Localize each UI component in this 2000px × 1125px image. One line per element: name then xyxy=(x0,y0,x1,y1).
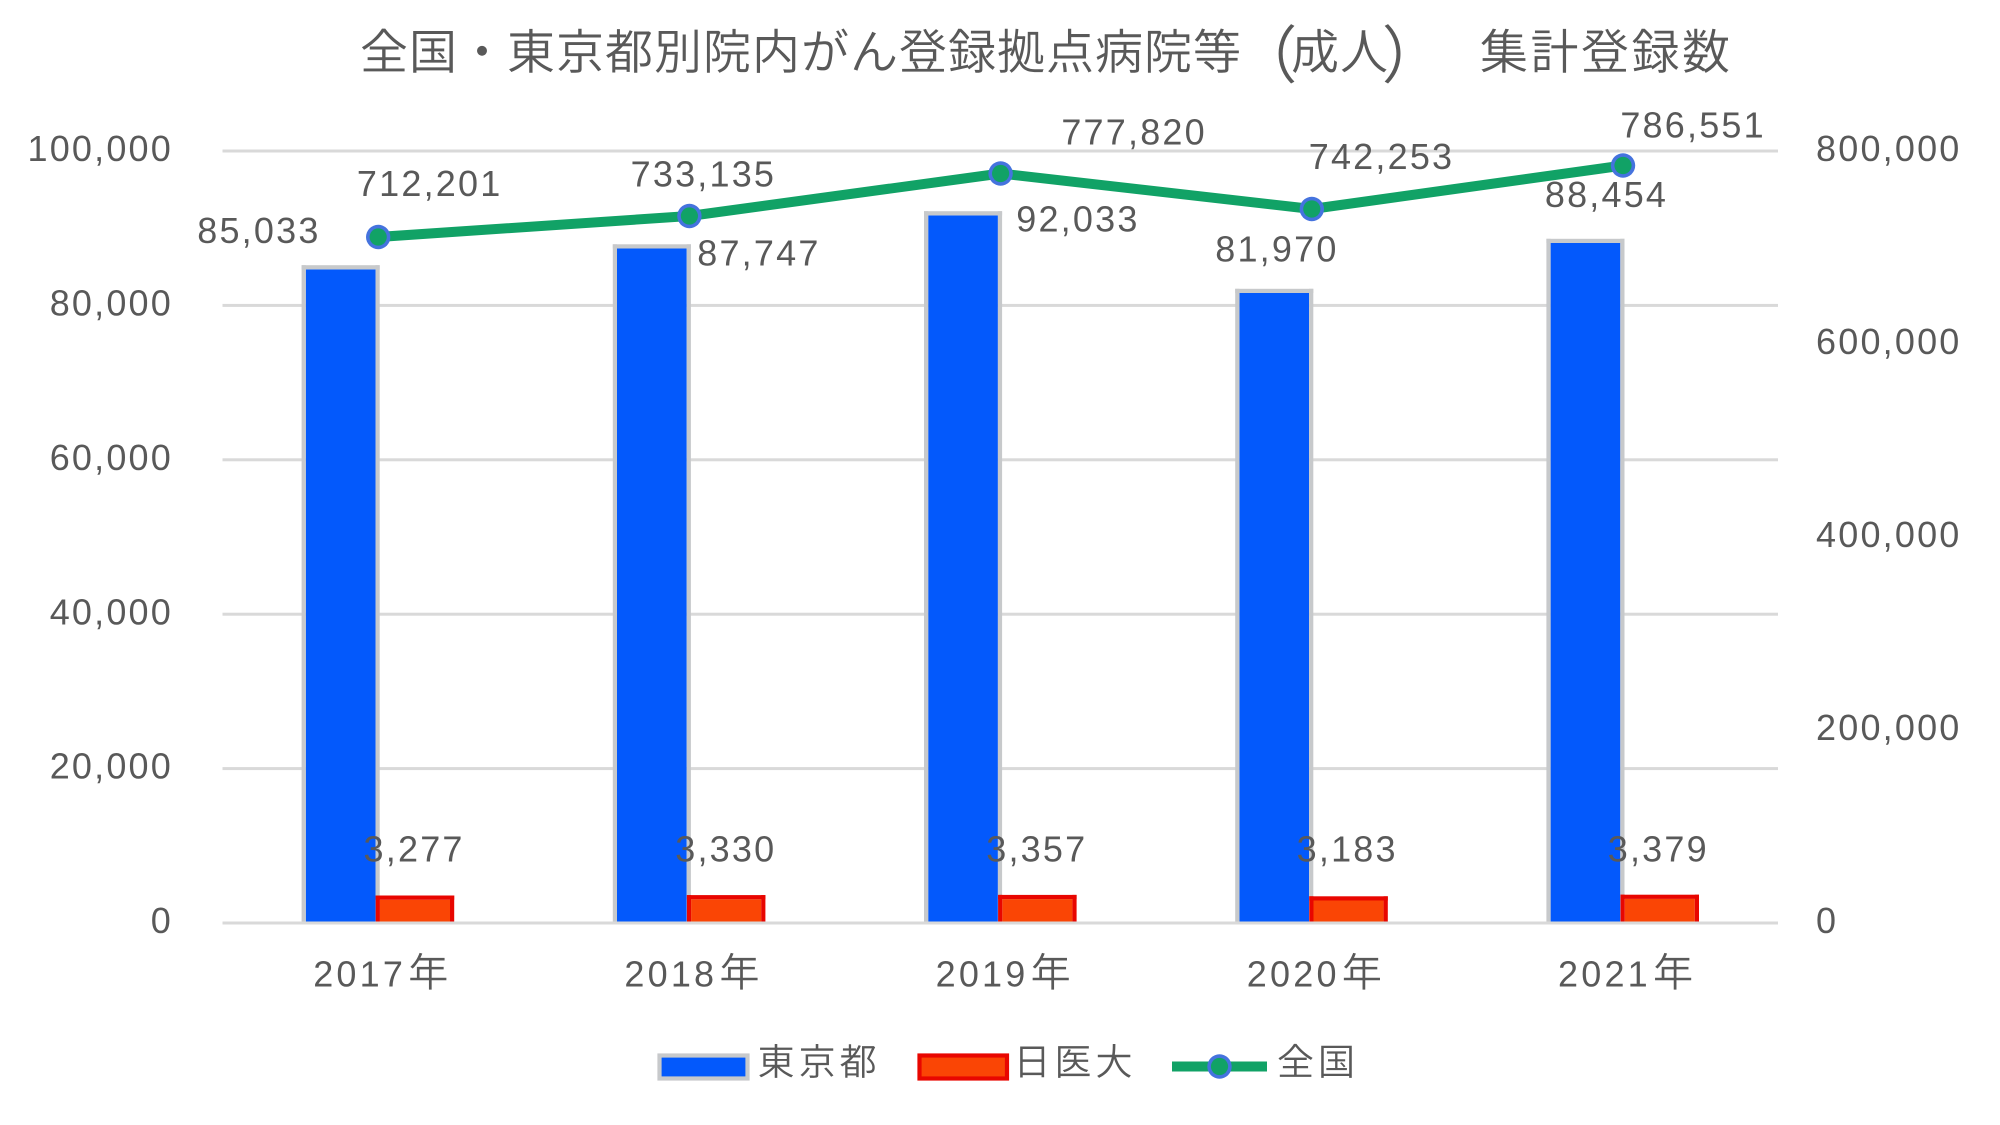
svg-text:777,820: 777,820 xyxy=(1061,111,1207,152)
svg-text:100,000: 100,000 xyxy=(27,128,173,169)
svg-text:786,551: 786,551 xyxy=(1620,105,1766,146)
svg-text:733,135: 733,135 xyxy=(631,154,777,195)
svg-text:200,000: 200,000 xyxy=(1816,707,1962,748)
svg-text:3,277: 3,277 xyxy=(364,829,465,870)
svg-text:92,033: 92,033 xyxy=(1016,199,1139,240)
svg-text:400,000: 400,000 xyxy=(1816,514,1962,555)
svg-text:60,000: 60,000 xyxy=(50,437,173,478)
svg-text:2018: 2018 xyxy=(624,954,717,995)
svg-text:2020: 2020 xyxy=(1247,954,1340,995)
svg-text:85,033: 85,033 xyxy=(197,210,320,251)
svg-text:40,000: 40,000 xyxy=(50,591,173,632)
svg-text:2017: 2017 xyxy=(313,954,406,995)
svg-text:3,330: 3,330 xyxy=(675,829,776,870)
svg-text:2021: 2021 xyxy=(1558,954,1651,995)
svg-text:81,970: 81,970 xyxy=(1215,229,1338,270)
svg-text:3,183: 3,183 xyxy=(1297,829,1398,870)
svg-text:2019: 2019 xyxy=(936,954,1029,995)
svg-text:80,000: 80,000 xyxy=(50,283,173,324)
svg-text:87,747: 87,747 xyxy=(697,233,820,274)
svg-text:20,000: 20,000 xyxy=(50,746,173,787)
svg-text:0: 0 xyxy=(151,900,173,941)
svg-text:0: 0 xyxy=(1816,900,1838,941)
svg-text:600,000: 600,000 xyxy=(1816,321,1962,362)
svg-text:712,201: 712,201 xyxy=(357,163,503,204)
svg-text:88,454: 88,454 xyxy=(1545,174,1668,215)
svg-text:3,379: 3,379 xyxy=(1608,829,1709,870)
svg-text:742,253: 742,253 xyxy=(1309,136,1455,177)
svg-text:3,357: 3,357 xyxy=(986,829,1087,870)
svg-text:800,000: 800,000 xyxy=(1816,128,1962,169)
